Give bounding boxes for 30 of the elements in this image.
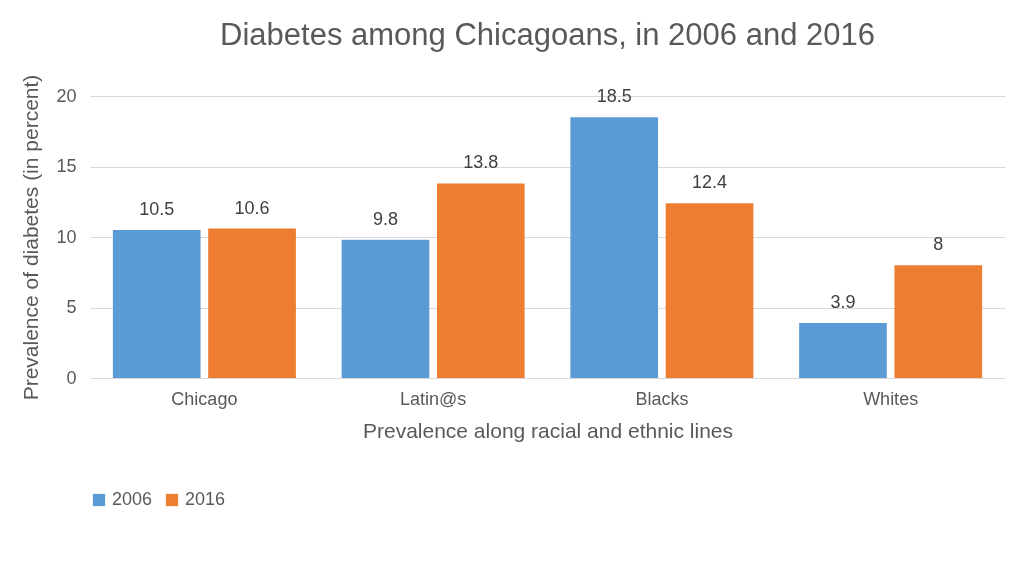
bar [208,228,296,378]
y-tick-label: 5 [66,297,77,317]
x-tick-label: Chicago [171,388,238,409]
y-axis-title: Prevalence of diabetes (in percent) [19,74,43,401]
data-label: 10.6 [234,197,270,218]
x-tick-label: Latin@s [399,388,467,409]
data-label: 18.5 [596,86,632,107]
bar [665,203,754,378]
y-tick-label: 0 [66,367,77,388]
x-axis-title: Prevalence along racial and ethnic lines [362,418,734,442]
data-label: 12.4 [692,172,728,193]
bar [799,323,887,378]
bar [894,265,983,378]
x-tick-label: Blacks [635,388,689,409]
data-label: 8 [933,234,944,255]
y-tick-label: 20 [56,85,77,106]
data-label: 3.9 [830,292,856,313]
chart-title: Diabetes among Chicagoans, in 2006 and 2016 [220,17,875,53]
bar [112,229,201,378]
y-tick-label: 15 [56,156,77,176]
data-label: 10.5 [139,198,175,219]
bar [341,239,430,378]
y-tick-label: 10 [56,226,77,247]
data-label: 9.8 [372,208,398,229]
bar [570,117,659,378]
bar [436,183,525,378]
x-tick-label: Whites [863,388,919,409]
legend-label: 2006 [112,489,153,509]
data-label: 13.8 [463,152,499,173]
legend-label: 2016 [185,489,226,509]
